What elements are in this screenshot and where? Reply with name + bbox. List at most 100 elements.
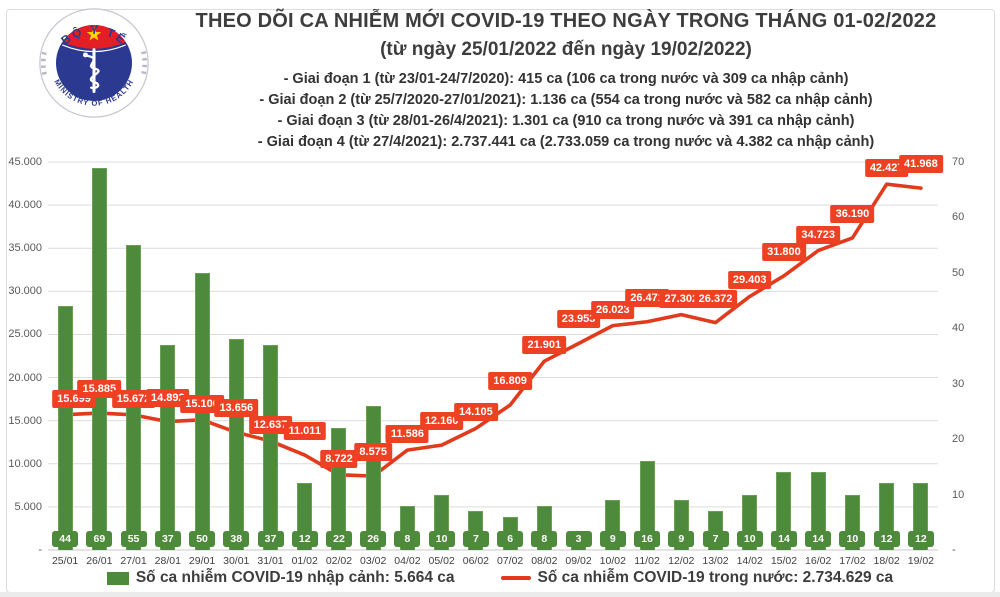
phase-line-4: - Giai đoạn 4 (từ 27/4/2021): 2.737.441 … [257,134,875,150]
right-axis-tick: 60 [952,211,965,224]
x-axis-date-label: 26/01 [86,555,113,567]
left-axis-tick: 20.000 [8,371,42,384]
slide-bottom-edge [0,592,1000,597]
imported-cases-value-badge: 14 [805,531,832,547]
x-axis-date-label: 14/02 [736,555,763,567]
right-axis-tick: 40 [952,322,965,335]
imported-cases-value-badge: 7 [462,531,489,547]
x-axis-date-label: 06/02 [462,555,490,567]
chart-legend: Số ca nhiễm COVID-19 nhập cảnh: 5.664 ca… [0,569,1000,587]
x-axis-date-label: 25/01 [51,555,79,567]
domestic-cases-line [63,182,923,478]
x-axis-date-label: 17/02 [839,555,866,567]
left-axis-tick: 5.000 [14,500,42,513]
x-axis-date-label: 31/01 [257,555,284,567]
x-axis-date-label: 30/01 [223,555,250,567]
imported-cases-value-badge: 8 [394,531,421,547]
legend-imported-label: Số ca nhiễm COVID-19 nhập cảnh: 5.664 ca [135,569,455,586]
x-axis-date-label: 09/02 [565,555,592,567]
phase-summary: - Giai đoạn 1 (từ 23/01-24/7/2020): 415 … [140,69,992,153]
right-axis-tick: 50 [952,266,965,279]
imported-cases-value-badge: 3 [565,531,592,547]
legend-item-domestic: Số ca nhiễm COVID-19 trong nước: 2.734.6… [500,569,893,587]
legend-item-imported: Số ca nhiễm COVID-19 nhập cảnh: 5.664 ca [106,569,455,587]
x-axis-date-label: 03/02 [360,555,387,567]
domestic-cases-value-badge: 16.809 [488,372,532,391]
logo-star-icon [86,26,102,41]
domestic-cases-value-badge: 34.723 [796,225,841,244]
domestic-cases-value-badge: 11.586 [385,425,429,444]
x-axis-date-label: 27/01 [120,555,147,567]
imported-cases-bar [57,306,73,550]
imported-cases-value-badge: 12 [291,531,318,547]
logo-laurel-left [40,51,47,75]
imported-cases-value-badge: 37 [257,531,284,547]
imported-cases-value-badge: 69 [86,531,113,547]
imported-cases-value-badge: 26 [360,531,387,547]
imported-cases-value-badge: 16 [634,531,661,547]
imported-cases-value-badge: 22 [325,531,352,547]
x-axis-date-label: 18/02 [873,555,900,567]
imported-cases-value-badge: 37 [154,531,181,547]
domestic-cases-value-badge: 23.953 [556,310,601,329]
left-axis-tick: 45.000 [8,156,42,168]
domestic-cases-value-badge: 15.672 [111,389,156,408]
left-axis-tick: - [38,544,42,556]
domestic-cases-value-badge: 27.302 [659,289,704,308]
phase-line-2: - Giai đoạn 2 (từ 25/7/2020-27/01/2021):… [259,92,873,108]
x-axis-date-label: 10/02 [599,555,626,567]
domestic-cases-value-badge: 15.885 [77,380,122,399]
imported-cases-bar [160,344,176,550]
page-title: THEO DÕI CA NHIỄM MỚI COVID-19 THEO NGÀY… [195,10,937,32]
right-axis-tick: 30 [952,377,965,390]
imported-cases-value-badge: 10 [736,531,763,547]
phase-line-3: - Giai đoạn 3 (từ 28/01-26/4/2021): 1.30… [277,113,855,129]
x-axis-date-label: 12/02 [668,555,695,567]
x-axis-date-label: 07/02 [496,555,524,567]
imported-cases-value-badge: 12 [873,531,900,547]
left-axis-tick: 40.000 [8,199,42,212]
x-axis-date-label: 08/02 [531,555,558,567]
logo-staff-snake-icon [82,48,100,94]
left-axis-tick: 15.000 [8,414,42,427]
imported-cases-bar [91,167,107,550]
imported-cases-value-badge: 6 [497,531,524,547]
imported-cases-bar [263,344,278,550]
right-axis-tick: - [952,544,956,556]
domestic-cases-value-badge: 8.575 [354,443,392,462]
ministry-of-health-logo: BỘ Y TẾ MINISTRY OF HEALTH [39,8,149,118]
imported-cases-bar [776,472,792,550]
left-axis-tick: 35.000 [8,242,42,255]
domestic-cases-value-badge: 36.190 [830,204,875,223]
domestic-cases-value-badge: 14.105 [454,403,498,422]
legend-bar-swatch-icon [106,571,129,585]
left-axis-tick: 25.000 [8,328,42,341]
imported-cases-value-badge: 14 [770,531,797,547]
domestic-cases-value-badge: 12.160 [419,412,464,431]
x-axis-date-label: 11/02 [634,555,660,567]
domestic-cases-value-badge: 29.403 [727,271,772,290]
domestic-cases-value-badge: 41.968 [899,155,943,174]
imported-cases-value-badge: 44 [52,531,79,547]
domestic-cases-value-badge: 26.372 [693,289,738,308]
imported-cases-value-badge: 9 [668,531,695,547]
domestic-cases-value-badge: 42.427 [864,159,909,178]
x-axis-date-label: 29/01 [188,555,216,567]
x-axis-date-label: 13/02 [702,555,729,567]
right-axis-tick: 70 [952,156,965,168]
imported-cases-value-badge: 38 [223,531,250,547]
imported-cases-value-badge: 50 [189,531,216,547]
imported-cases-value-badge: 55 [120,531,147,547]
x-axis-date-label: 19/02 [907,555,935,567]
x-axis-date-label: 05/02 [428,555,455,567]
x-axis-date-label: 04/02 [394,555,421,567]
left-axis-tick: 30.000 [8,285,42,298]
imported-cases-bar [365,405,381,550]
x-axis-date-label: 28/01 [154,555,181,567]
domestic-cases-value-badge: 13.656 [214,399,259,418]
x-axis-date-label: 15/02 [770,555,798,567]
right-axis-tick: 20 [952,433,965,446]
imported-cases-bar [639,461,655,550]
x-axis-date-label: 16/02 [805,555,832,567]
